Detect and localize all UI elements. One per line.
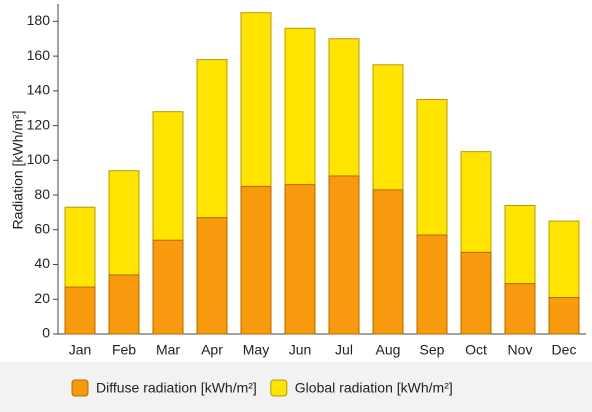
y-tick-label: 120 xyxy=(27,116,51,132)
bar xyxy=(64,286,96,335)
x-tick-label: Feb xyxy=(112,342,136,358)
bar xyxy=(328,175,360,335)
legend-label: Global radiation [kWh/m²] xyxy=(295,380,453,396)
y-axis-label: Radiation [kWh/m²] xyxy=(10,110,26,229)
y-tick-label: 100 xyxy=(27,151,51,167)
x-tick-label: Oct xyxy=(465,342,487,358)
legend-label: Diffuse radiation [kWh/m²] xyxy=(96,380,257,396)
y-tick-label: 40 xyxy=(34,255,50,271)
x-tick-label: Jul xyxy=(335,342,353,358)
x-tick-label: Jun xyxy=(289,342,312,358)
x-tick-label: Dec xyxy=(552,342,577,358)
bar xyxy=(152,239,184,335)
y-tick-label: 160 xyxy=(27,47,51,63)
y-tick-label: 60 xyxy=(34,220,50,236)
legend-swatch xyxy=(270,379,288,397)
y-tick-label: 180 xyxy=(27,12,51,28)
x-tick-label: Nov xyxy=(508,342,533,358)
x-tick-label: Apr xyxy=(201,342,223,358)
bar xyxy=(284,184,316,335)
bar xyxy=(372,189,404,335)
y-tick-label: 80 xyxy=(34,186,50,202)
bar xyxy=(416,234,448,335)
bar xyxy=(196,217,228,335)
legend-background xyxy=(0,362,592,412)
x-tick-label: Jan xyxy=(69,342,92,358)
bar xyxy=(240,185,272,335)
y-tick-label: 20 xyxy=(34,290,50,306)
bar xyxy=(460,251,492,335)
x-tick-label: Mar xyxy=(156,342,180,358)
y-tick-label: 140 xyxy=(27,82,51,98)
x-tick-label: Sep xyxy=(420,342,445,358)
legend-swatch xyxy=(71,379,89,397)
x-tick-label: May xyxy=(243,342,269,358)
bar xyxy=(108,274,140,335)
bar xyxy=(504,283,536,335)
bar xyxy=(548,297,580,335)
x-tick-label: Aug xyxy=(376,342,401,358)
y-tick-label: 0 xyxy=(42,325,50,341)
